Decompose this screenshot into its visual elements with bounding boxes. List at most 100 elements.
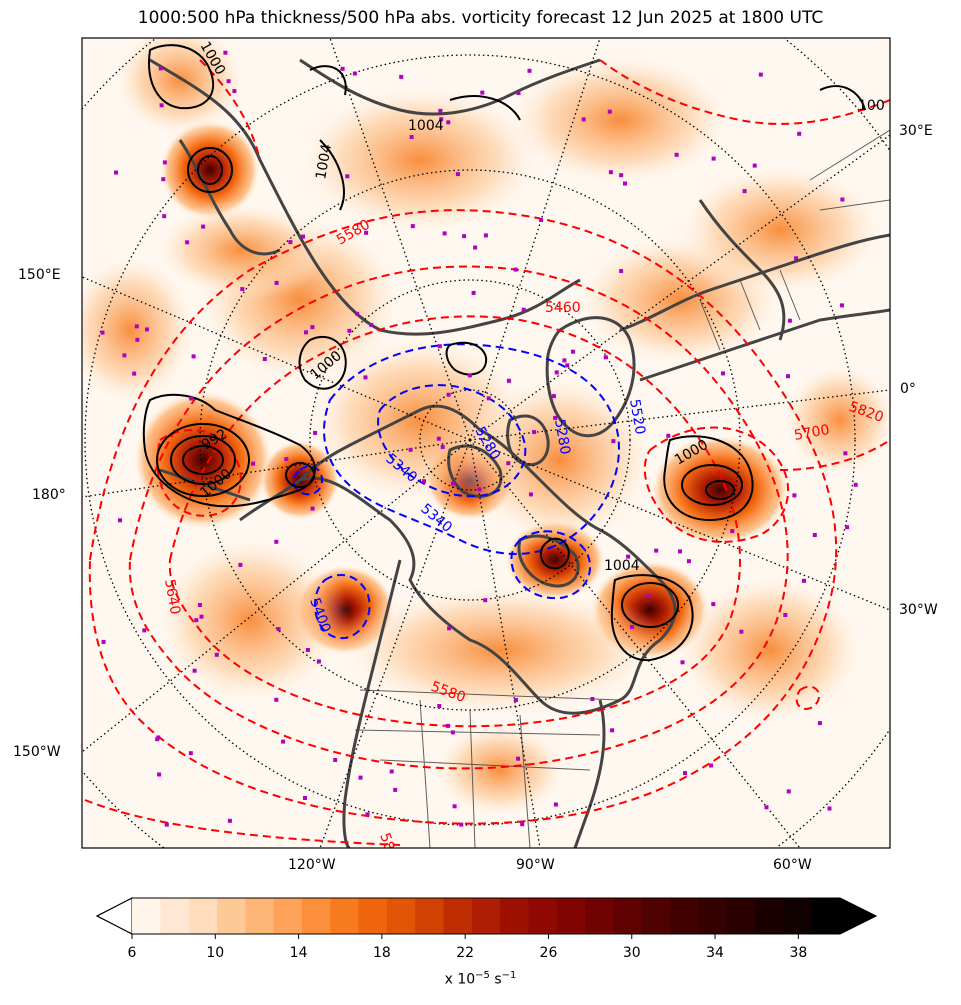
- colorbar-tick-label: 26: [540, 945, 558, 961]
- station-marker: [440, 445, 445, 449]
- station-marker: [189, 396, 194, 401]
- vorticity-blob: [430, 720, 570, 820]
- station-marker: [274, 539, 279, 544]
- vorticity-blob: [670, 160, 890, 300]
- station-marker: [711, 156, 716, 161]
- black-label: 100: [858, 98, 885, 114]
- station-marker: [214, 652, 219, 657]
- station-marker: [764, 805, 769, 810]
- station-marker: [752, 163, 757, 168]
- station-marker: [630, 625, 634, 629]
- station-marker: [164, 822, 169, 827]
- station-marker: [114, 170, 118, 175]
- station-marker: [191, 354, 196, 359]
- vorticity-blob: [330, 580, 670, 720]
- vorticity-blob: [110, 38, 250, 140]
- station-marker: [227, 818, 232, 823]
- station-marker: [365, 812, 370, 817]
- station-marker: [162, 214, 167, 219]
- station-marker: [483, 598, 488, 603]
- station-marker: [817, 721, 822, 726]
- vorticity-blob: [133, 390, 273, 530]
- colorbar-swatch: [245, 898, 275, 934]
- colorbar-swatch: [585, 898, 615, 934]
- colorbar-swatch: [216, 898, 246, 934]
- station-marker: [516, 756, 521, 761]
- station-marker: [369, 323, 374, 327]
- station-marker: [303, 796, 307, 800]
- station-marker: [553, 415, 558, 420]
- map-frame: [81, 37, 891, 849]
- station-marker: [513, 267, 518, 272]
- station-marker: [506, 461, 511, 466]
- station-marker: [305, 648, 310, 652]
- vorticity-blob: [82, 250, 200, 410]
- station-marker: [711, 602, 716, 607]
- station-marker: [442, 231, 447, 236]
- station-marker: [122, 353, 127, 358]
- station-marker: [393, 787, 398, 792]
- station-marker: [520, 822, 525, 827]
- station-marker: [310, 325, 315, 330]
- station-marker: [686, 559, 691, 564]
- station-marker: [709, 763, 714, 768]
- station-marker: [480, 90, 485, 95]
- thickness-warm-contours: [84, 59, 890, 846]
- station-marker: [742, 189, 747, 194]
- station-marker: [188, 751, 193, 756]
- station-marker: [758, 72, 763, 77]
- lon-label-150e: 150°E: [18, 267, 61, 283]
- station-marker: [447, 626, 452, 631]
- station-marker: [477, 487, 482, 492]
- vorticity-blob: [780, 360, 890, 480]
- colorbar-tick-label: 38: [789, 945, 807, 961]
- station-marker: [843, 451, 848, 456]
- station-marker: [554, 370, 559, 375]
- station-marker: [316, 659, 321, 664]
- vorticity-blob: [650, 435, 790, 545]
- lon-label-0: 0°: [900, 381, 916, 397]
- station-marker: [157, 772, 162, 777]
- vorticity-blob: [290, 80, 550, 240]
- station-marker: [783, 613, 788, 617]
- station-marker: [223, 50, 228, 55]
- station-marker: [132, 371, 137, 376]
- black-label: 1004: [313, 143, 335, 181]
- colorbar-extend-min: [95, 897, 133, 935]
- station-marker: [683, 771, 687, 776]
- station-marker: [794, 256, 799, 261]
- station-marker: [666, 433, 671, 438]
- station-marker: [626, 554, 631, 559]
- station-marker: [288, 240, 293, 245]
- red-label: 5700: [793, 422, 831, 444]
- colorbar-tick-label: 18: [373, 945, 391, 961]
- black-label: 1004: [408, 118, 444, 134]
- station-marker: [399, 74, 404, 79]
- station-marker: [471, 290, 476, 295]
- station-marker: [100, 330, 105, 335]
- station-marker: [590, 697, 595, 701]
- colorbar-swatch: [670, 898, 699, 934]
- station-marker: [345, 174, 350, 179]
- vorticity-blob: [500, 50, 740, 190]
- colorbar-swatch: [811, 898, 841, 934]
- colorbar-swatch: [301, 898, 331, 934]
- station-marker: [455, 172, 460, 177]
- station-marker: [438, 108, 443, 113]
- vorticity-blob: [670, 570, 870, 730]
- colorbar-swatch: [613, 898, 643, 934]
- station-marker: [450, 730, 455, 735]
- station-marker: [565, 363, 570, 368]
- station-marker: [792, 493, 797, 498]
- red-label: 5640: [161, 578, 183, 616]
- colorbar-swatch: [755, 898, 784, 934]
- station-marker: [352, 71, 357, 76]
- station-marker: [134, 324, 139, 329]
- station-marker: [553, 802, 558, 807]
- station-marker: [284, 457, 289, 462]
- station-marker: [607, 109, 612, 114]
- station-marker: [562, 358, 567, 363]
- station-marker: [467, 373, 472, 378]
- station-marker: [570, 349, 575, 354]
